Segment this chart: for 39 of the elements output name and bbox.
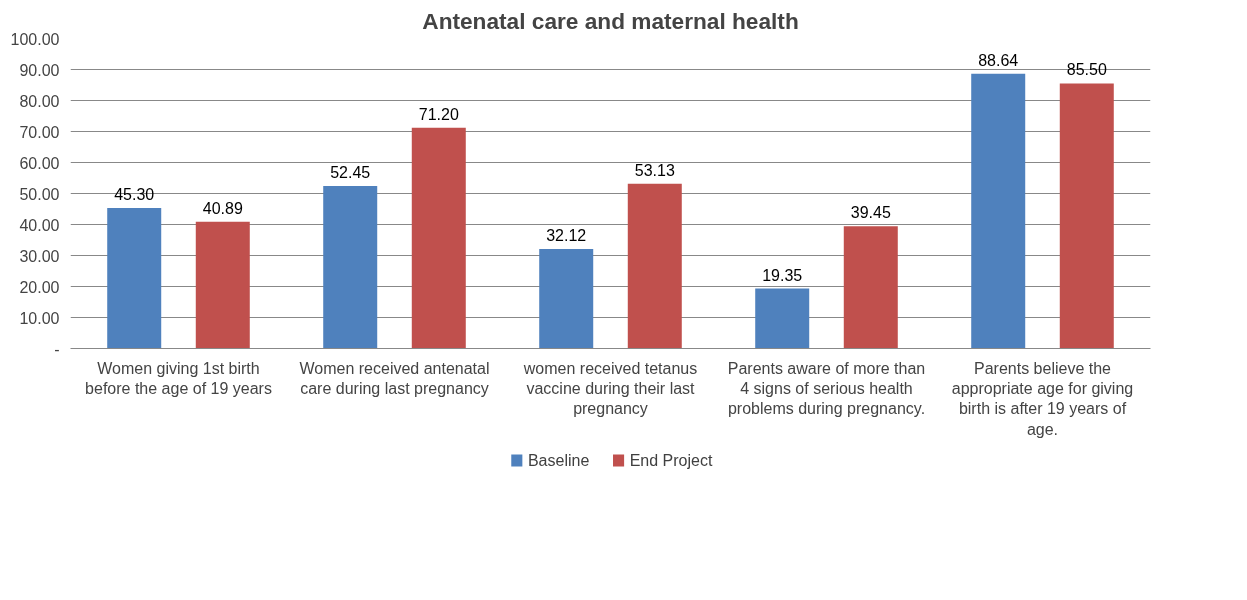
bar: [843, 226, 898, 349]
bar: [971, 73, 1026, 349]
data-label: 19.35: [762, 266, 803, 284]
bar: [195, 221, 250, 349]
legend-label: End Project: [629, 452, 713, 469]
y-tick-label: 80.00: [19, 92, 60, 110]
bar: [539, 248, 594, 349]
data-label: 40.89: [202, 199, 243, 217]
data-label: 52.45: [330, 163, 371, 181]
data-label: 53.13: [634, 161, 675, 179]
x-tick-label: women received tetanus vaccine during their last pregnancy: [522, 359, 698, 418]
bar: [755, 288, 810, 349]
data-label: 88.64: [978, 51, 1019, 69]
data-label: 39.45: [850, 204, 891, 222]
data-label: 85.50: [1066, 61, 1107, 79]
y-tick-label: 90.00: [19, 61, 60, 79]
y-tick-label: 100.00: [10, 30, 60, 48]
y-tick-label: 40.00: [19, 216, 60, 234]
bar: [411, 127, 466, 349]
x-tick-label: Parents aware of more than 4 signs of serious health problems during pregnancy.: [727, 359, 926, 418]
y-tick-label: 70.00: [19, 123, 60, 141]
x-tick-label: Women received antenatal care during last pregnancy: [299, 359, 490, 397]
data-label: 32.12: [546, 226, 587, 244]
x-tick-label: Women giving 1st birth before the age of 19 years: [85, 359, 272, 397]
y-tick-label: 50.00: [19, 185, 60, 203]
data-label: 71.20: [418, 105, 459, 123]
legend-label: Baseline: [527, 452, 590, 469]
bar: [323, 185, 378, 349]
y-tick-label: 30.00: [19, 247, 60, 265]
y-tick-label: -: [54, 340, 60, 358]
data-label: 45.30: [114, 186, 155, 204]
y-tick-label: 60.00: [19, 154, 60, 172]
bar: [107, 208, 162, 349]
y-tick-label: 10.00: [19, 309, 60, 327]
y-tick-label: 20.00: [19, 278, 60, 296]
x-tick-label: Parents believe the appropriate age for giving birth is after 19 years of age.: [951, 359, 1134, 438]
chart-title: Antenatal care and maternal health: [422, 7, 799, 34]
bar: [1059, 83, 1114, 349]
bar: [627, 183, 682, 349]
